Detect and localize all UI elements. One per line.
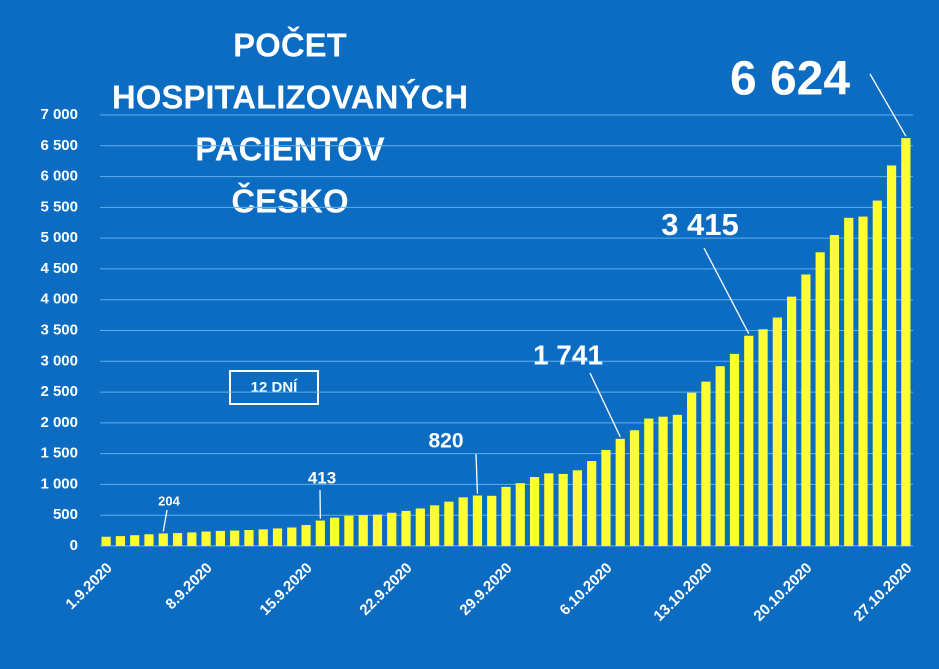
bar [244, 529, 254, 546]
bar [101, 536, 111, 546]
bar [158, 533, 168, 546]
bar [215, 530, 225, 546]
y-tick-label: 5 000 [40, 229, 78, 246]
bar [472, 495, 483, 546]
bar [558, 473, 568, 546]
bar [787, 296, 797, 546]
leader-line [475, 453, 479, 494]
bar [401, 510, 411, 546]
bar [444, 501, 454, 546]
bar [801, 274, 811, 546]
leader-line [162, 509, 168, 532]
bar [330, 517, 340, 546]
bar [729, 353, 740, 546]
bar [372, 514, 383, 546]
title-line: POČET [233, 26, 347, 64]
bar [458, 497, 468, 546]
bar [844, 217, 854, 546]
y-tick-label: 3 500 [40, 321, 78, 338]
bar [515, 483, 525, 546]
title-line: PACIENTOV [195, 131, 384, 168]
bar [629, 430, 640, 546]
bar [829, 235, 840, 547]
y-tick-label: 6 000 [40, 168, 78, 185]
bar [815, 252, 825, 546]
bar [315, 520, 325, 546]
leader-line [703, 247, 750, 335]
bar [301, 525, 311, 546]
chart-title: POČET HOSPITALIZOVANÝCH PACIENTOV ČESKO [112, 26, 468, 220]
bar [415, 508, 425, 546]
bar [344, 515, 354, 546]
y-tick-label: 7 000 [40, 106, 78, 123]
bar [501, 486, 511, 546]
y-tick-label: 2 500 [40, 383, 78, 400]
title-line: ČESKO [231, 182, 348, 220]
data-label: 413 [308, 468, 336, 487]
y-tick-label: 500 [53, 506, 78, 523]
bar [272, 528, 283, 546]
bar [144, 534, 154, 546]
bar [644, 418, 654, 546]
bar [687, 392, 697, 546]
annotation-box [229, 370, 319, 405]
y-tick-label: 0 [70, 537, 78, 554]
y-tick-label: 1 000 [40, 475, 78, 492]
leader-line [869, 73, 907, 137]
bar [287, 527, 297, 546]
bar [701, 381, 711, 546]
bar [601, 449, 611, 546]
bar [544, 473, 554, 546]
bar [672, 414, 682, 546]
bar [744, 335, 754, 546]
title-line: HOSPITALIZOVANÝCH [112, 79, 468, 116]
bar [758, 329, 768, 546]
bar [872, 200, 882, 546]
bar [130, 535, 140, 546]
bar [258, 529, 268, 546]
y-tick-label: 6 500 [40, 137, 78, 154]
data-label: 204 [158, 493, 180, 508]
data-label: 1 741 [533, 339, 603, 370]
bar [658, 416, 668, 546]
y-tick-label: 5 500 [40, 198, 78, 215]
bar [587, 461, 597, 546]
y-tick-label: 4 500 [40, 260, 78, 277]
bar [772, 317, 782, 546]
y-tick-label: 2 000 [40, 414, 78, 431]
bar [387, 512, 397, 546]
bar [487, 495, 497, 546]
bar [201, 531, 211, 546]
bar [858, 216, 868, 547]
bar [115, 536, 126, 546]
bar [429, 505, 440, 546]
y-tick-label: 3 000 [40, 352, 78, 369]
data-label: 820 [428, 430, 463, 453]
bar [529, 477, 540, 546]
y-tick-label: 1 500 [40, 445, 78, 462]
bar [615, 438, 625, 546]
data-label: 3 415 [661, 207, 739, 242]
bar [187, 532, 197, 546]
bar [715, 366, 725, 546]
y-tick-label: 4 000 [40, 291, 78, 308]
leader-line [589, 372, 621, 438]
bar [901, 138, 911, 546]
annotation: 12 DNÍ [251, 379, 299, 396]
data-label: 6 624 [730, 53, 850, 106]
bar [886, 165, 897, 546]
bar [358, 515, 368, 546]
bar [172, 533, 183, 546]
bar [230, 530, 240, 546]
bar [572, 470, 583, 546]
